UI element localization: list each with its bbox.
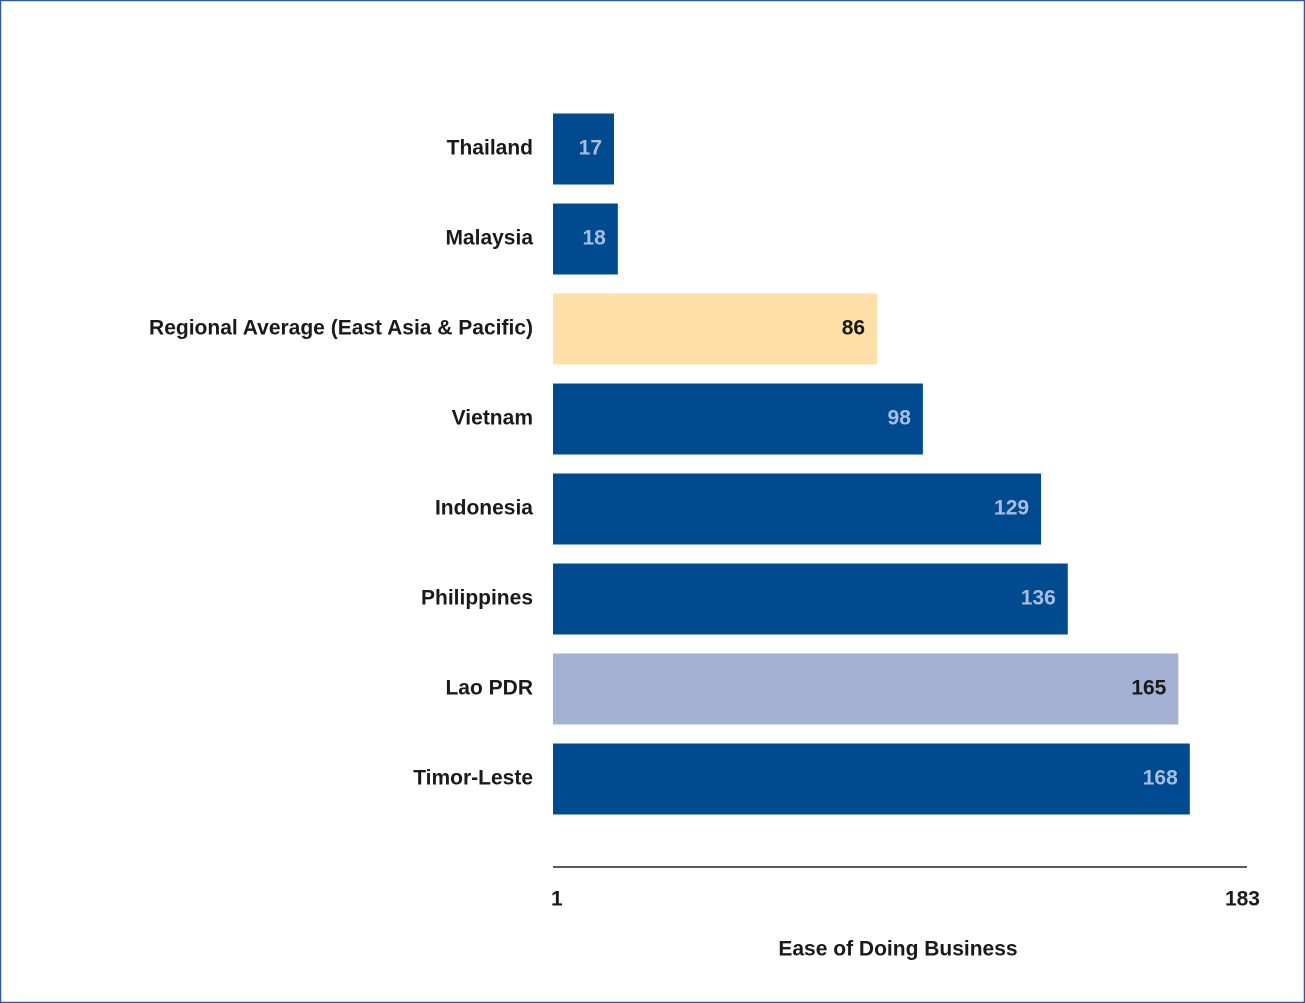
y-tick-label: Philippines (421, 587, 533, 610)
y-tick-label: Timor-Leste (413, 767, 533, 790)
x-tick-label: 1 (551, 888, 563, 911)
data-label: 17 (579, 137, 602, 160)
bar (553, 653, 1179, 725)
bar (553, 203, 618, 275)
bar (553, 563, 1068, 635)
x-tick-label: 183 (1225, 888, 1260, 911)
data-label: 129 (994, 497, 1029, 520)
data-label: 165 (1131, 677, 1166, 700)
bar (553, 743, 1190, 815)
data-label: 168 (1143, 767, 1178, 790)
y-tick-label: Thailand (447, 137, 533, 160)
data-label: 136 (1021, 587, 1056, 610)
y-tick-label: Regional Average (East Asia & Pacific) (149, 317, 533, 340)
x-axis-label: Ease of Doing Business (778, 938, 1017, 961)
bar (553, 113, 615, 185)
y-tick-label: Indonesia (435, 497, 533, 520)
data-label: 98 (888, 407, 912, 430)
bar (553, 473, 1042, 545)
bar (553, 293, 878, 365)
bar (553, 383, 923, 455)
data-label: 86 (842, 317, 865, 340)
y-tick-label: Malaysia (445, 227, 533, 250)
y-tick-label: Vietnam (452, 407, 533, 430)
y-tick-label: Lao PDR (445, 677, 533, 700)
data-label: 18 (582, 227, 606, 250)
